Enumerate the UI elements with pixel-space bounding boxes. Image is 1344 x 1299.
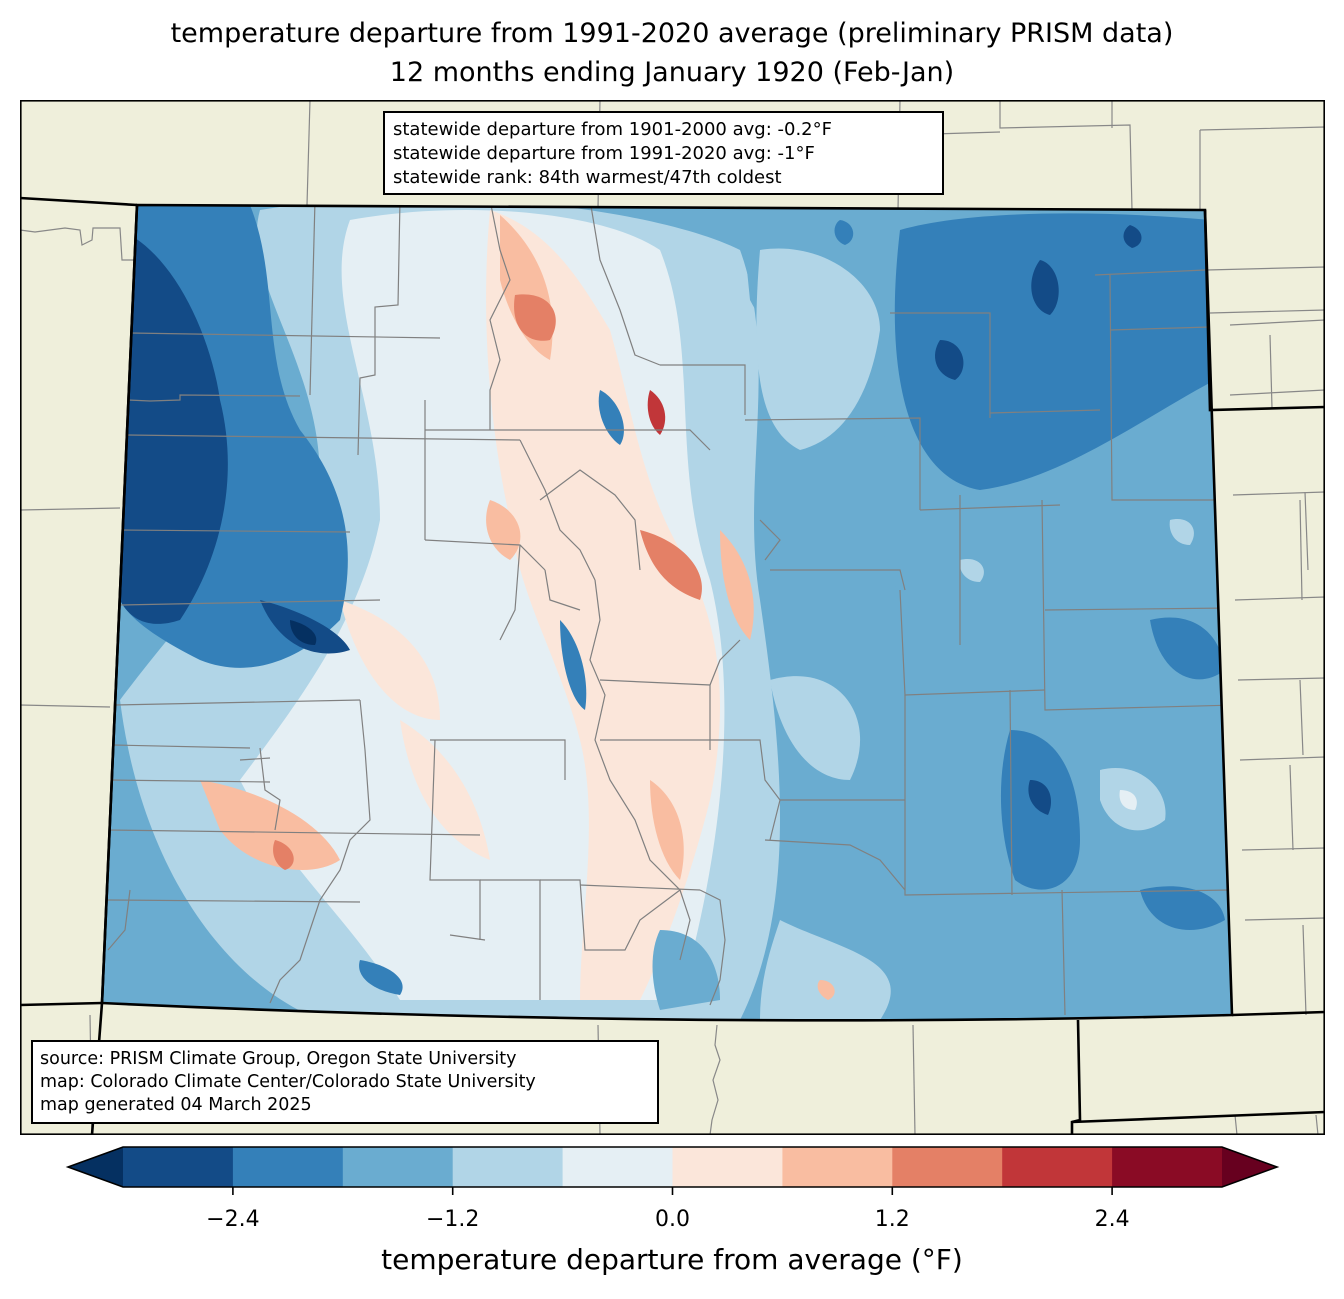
stats-line-rank: statewide rank: 84th warmest/47th coldes… (393, 167, 782, 188)
generated-date-line: map generated 04 March 2025 (40, 1095, 312, 1115)
colorbar-bin (892, 1147, 1003, 1187)
map-title-line2: 12 months ending January 1920 (Feb-Jan) (389, 57, 955, 88)
map-title-line1: temperature departure from 1991-2020 ave… (170, 18, 1174, 49)
colorbar-ticks (232, 1187, 1113, 1195)
colorado-map (20, 100, 1325, 1135)
colorbar-over-arrow (1222, 1147, 1277, 1187)
county-lines (107, 205, 1232, 1016)
colorbar-bin (1002, 1147, 1113, 1187)
source-line: source: PRISM Climate Group, Oregon Stat… (40, 1049, 517, 1069)
colorbar-bin (452, 1147, 564, 1187)
colorbar-bins (123, 1147, 1223, 1187)
colorbar-bin (123, 1147, 234, 1187)
colorbar-label: temperature departure from average (°F) (381, 1243, 963, 1276)
colorbar-bin (232, 1147, 344, 1187)
colorbar-tick-label: −1.2 (425, 1207, 480, 1232)
colorbar-bin (782, 1147, 893, 1187)
colorbar (65, 1146, 1280, 1195)
colorbar-tick-label: 0.0 (655, 1207, 690, 1232)
colorbar-under-arrow (68, 1147, 123, 1187)
colorbar-outline (65, 1146, 1280, 1188)
statewide-stats-box: statewide departure from 1901-2000 avg: … (383, 111, 944, 195)
map-frame (20, 100, 1325, 1135)
colorbar-bin (562, 1147, 673, 1187)
colorbar-tick-label: −2.4 (206, 1207, 260, 1232)
colorbar-tick-label: 1.2 (874, 1207, 910, 1232)
colorbar-bin (1112, 1147, 1223, 1187)
stats-line-1991-2020: statewide departure from 1991-2020 avg: … (393, 143, 815, 164)
colorbar-tick-label: 2.4 (1094, 1207, 1130, 1232)
stats-line-1901-2000: statewide departure from 1901-2000 avg: … (393, 119, 832, 140)
source-box: source: PRISM Climate Group, Oregon Stat… (31, 1040, 659, 1124)
temperature-field (102, 205, 1232, 1021)
colorbar-bin (672, 1147, 783, 1187)
colorbar-bin (342, 1147, 454, 1187)
map-credit-line: map: Colorado Climate Center/Colorado St… (40, 1072, 536, 1092)
